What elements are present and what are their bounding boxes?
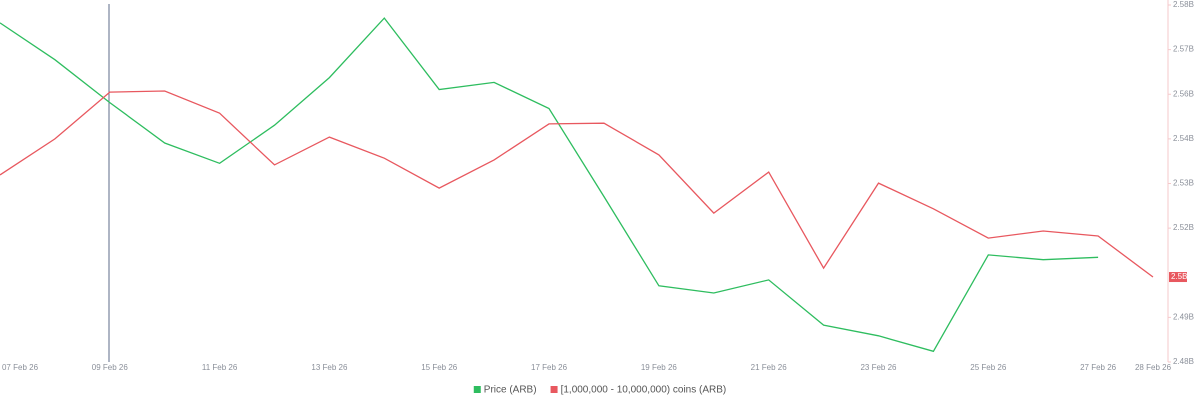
x-tick-label: 17 Feb 26 [531,363,568,372]
y-tick-label: 2.58B [1173,0,1194,9]
x-tick-label: 28 Feb 26 [1135,363,1172,372]
x-tick-label: 11 Feb 26 [202,363,238,372]
y-tick-label: 2.49B [1173,312,1194,321]
x-tick-label: 19 Feb 26 [641,363,678,372]
legend: Price (ARB) [1,000,000 - 10,000,000) coin… [473,385,727,396]
legend-swatch [550,386,558,393]
series-line [0,90,1154,278]
series-line [0,17,1099,353]
x-tick-label: 15 Feb 26 [421,363,458,372]
x-tick-label: 21 Feb 26 [751,363,788,372]
last-value-box [1169,272,1187,283]
y-tick-label: 2.53B [1173,179,1194,188]
x-tick-label: 07 Feb 26 [2,363,39,372]
legend-label[interactable]: [1,000,000 - 10,000,000) coins (ARB) [561,385,727,396]
y-tick-label: 2.52B [1173,223,1194,232]
x-tick-label: 23 Feb 26 [860,363,897,372]
last-value-label: 2.5B [1171,272,1187,281]
x-tick-label: 27 Feb 26 [1080,363,1117,372]
x-tick-label: 13 Feb 26 [311,363,348,372]
legend-label[interactable]: Price (ARB) [484,385,537,396]
y-tick-label: 2.56B [1173,89,1194,98]
legend-swatch [473,386,481,393]
y-tick-label: 2.57B [1173,45,1194,54]
x-tick-label: 25 Feb 26 [970,363,1007,372]
x-tick-label: 09 Feb 26 [92,363,129,372]
y-tick-label: 2.54B [1173,134,1194,143]
y-tick-label: 2.48B [1173,357,1194,366]
